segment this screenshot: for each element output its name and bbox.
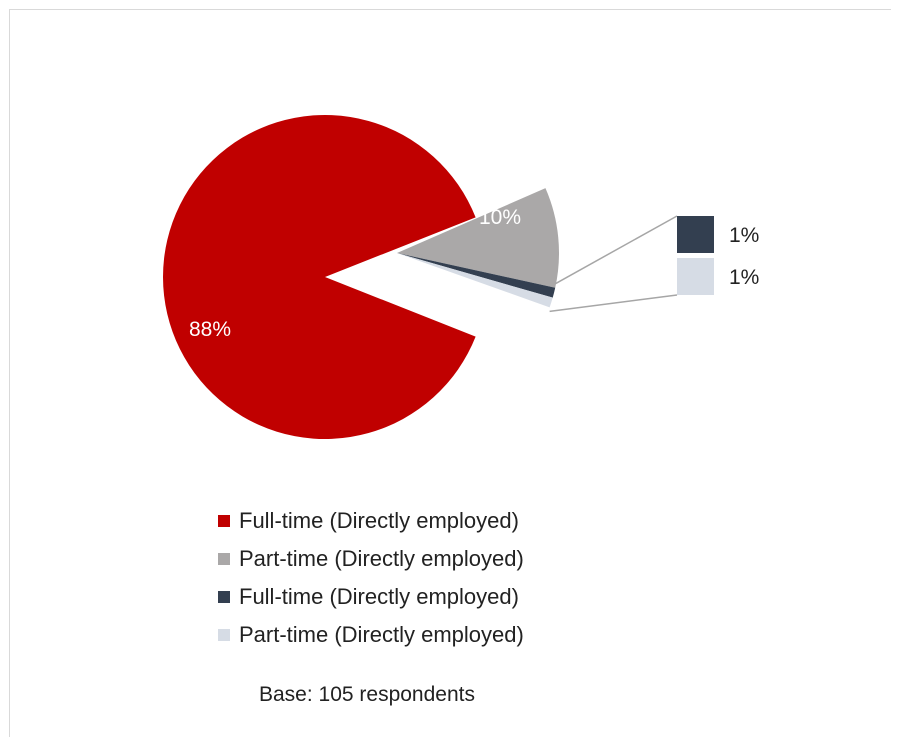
data-label-bar-full-time: 1% xyxy=(729,224,759,247)
legend-item: Full-time (Directly employed) xyxy=(218,502,524,540)
pie-slice-part-time xyxy=(397,188,559,288)
connector-line-top xyxy=(554,215,678,285)
legend-swatch xyxy=(218,515,230,527)
legend-swatch xyxy=(218,629,230,641)
data-label-part-time: 10% xyxy=(479,206,521,229)
legend-label: Part-time (Directly employed) xyxy=(239,546,524,571)
legend-label: Full-time (Directly employed) xyxy=(239,584,519,609)
legend-item: Part-time (Directly employed) xyxy=(218,540,524,578)
legend-label: Full-time (Directly employed) xyxy=(239,508,519,533)
connector-line-bottom xyxy=(549,294,678,313)
legend-item: Full-time (Directly employed) xyxy=(218,578,524,616)
legend: Full-time (Directly employed) Part-time (… xyxy=(218,502,524,654)
data-label-full-time: 88% xyxy=(189,318,231,341)
legend-item: Part-time (Directly employed) xyxy=(218,616,524,654)
legend-swatch xyxy=(218,591,230,603)
pie-slice-full-time-small xyxy=(397,253,556,298)
pie-slice-part-time-small xyxy=(397,253,553,308)
bar-segment-part-time xyxy=(677,258,714,295)
legend-swatch xyxy=(218,553,230,565)
legend-label: Part-time (Directly employed) xyxy=(239,622,524,647)
base-note: Base: 105 respondents xyxy=(259,683,475,706)
bar-segment-full-time xyxy=(677,216,714,253)
pie-slice-full-time xyxy=(163,114,476,439)
data-label-bar-part-time: 1% xyxy=(729,266,759,289)
